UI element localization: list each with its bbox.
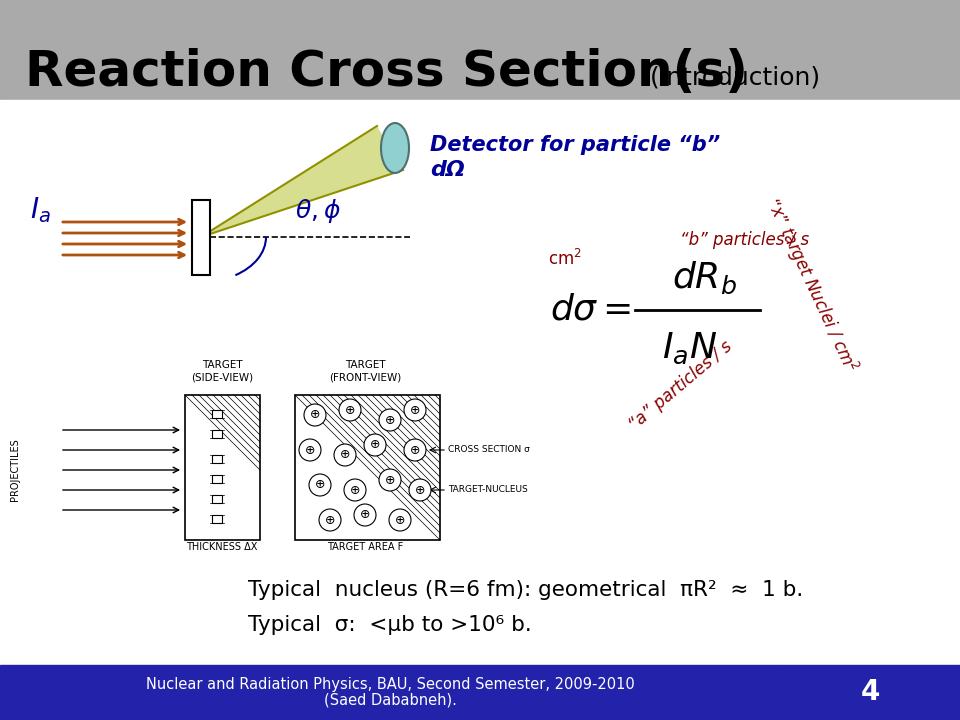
- Text: ⊕: ⊕: [315, 479, 325, 492]
- Text: ⊕: ⊕: [345, 403, 355, 416]
- Bar: [212, 455, 222, 463]
- Bar: [185, 395, 260, 540]
- Text: “x” target Nuclei / cm$^2$: “x” target Nuclei / cm$^2$: [760, 194, 862, 376]
- Polygon shape: [201, 126, 403, 237]
- Text: ⊕: ⊕: [385, 413, 396, 426]
- Ellipse shape: [381, 123, 409, 173]
- Circle shape: [299, 439, 321, 461]
- Text: (Saed Dababneh).: (Saed Dababneh).: [324, 693, 456, 708]
- Bar: [212, 430, 222, 438]
- Text: ⊕: ⊕: [310, 408, 321, 421]
- Text: $\mathit{I}_a$: $\mathit{I}_a$: [30, 195, 51, 225]
- Text: ⊕: ⊕: [395, 513, 405, 526]
- Bar: [212, 495, 222, 503]
- Text: ⊕: ⊕: [349, 484, 360, 497]
- Bar: [212, 475, 222, 483]
- Text: (Introduction): (Introduction): [650, 66, 821, 90]
- Text: TARGET-NUCLEUS: TARGET-NUCLEUS: [448, 485, 528, 495]
- Text: ⊕: ⊕: [410, 403, 420, 416]
- Bar: [192, 200, 210, 275]
- Circle shape: [404, 399, 426, 421]
- Text: ⊕: ⊕: [360, 508, 371, 521]
- Circle shape: [379, 469, 401, 491]
- Text: “a” particles / s: “a” particles / s: [625, 338, 735, 434]
- Circle shape: [309, 474, 331, 496]
- Text: ⊕: ⊕: [385, 474, 396, 487]
- Circle shape: [319, 509, 341, 531]
- Text: TARGET AREA F: TARGET AREA F: [326, 542, 403, 552]
- Text: Typical  nucleus (R=6 fm): geometrical  πR²  ≈  1 b.: Typical nucleus (R=6 fm): geometrical πR…: [248, 580, 804, 600]
- Text: CROSS SECTION σ: CROSS SECTION σ: [448, 446, 530, 454]
- Circle shape: [304, 404, 326, 426]
- Circle shape: [409, 479, 431, 501]
- Text: dΩ: dΩ: [430, 160, 465, 180]
- Text: ⊕: ⊕: [410, 444, 420, 456]
- Text: ⊕: ⊕: [370, 438, 380, 451]
- Text: ⊕: ⊕: [340, 449, 350, 462]
- Bar: [212, 515, 222, 523]
- Text: ⊕: ⊕: [324, 513, 335, 526]
- Circle shape: [344, 479, 366, 501]
- Text: 4: 4: [860, 678, 879, 706]
- Circle shape: [334, 444, 356, 466]
- Text: “b” particles / s: “b” particles / s: [680, 231, 809, 249]
- Text: cm$^2$: cm$^2$: [548, 249, 582, 269]
- Text: TARGET
(FRONT-VIEW): TARGET (FRONT-VIEW): [329, 359, 401, 382]
- Circle shape: [354, 504, 376, 526]
- Text: TARGET
(SIDE-VIEW): TARGET (SIDE-VIEW): [191, 359, 253, 382]
- Text: $\theta,\phi$: $\theta,\phi$: [295, 197, 341, 225]
- Bar: [0, 0, 960, 100]
- Text: Typical  σ:  <μb to >10⁶ b.: Typical σ: <μb to >10⁶ b.: [248, 615, 532, 635]
- Text: Reaction Cross Section(s): Reaction Cross Section(s): [25, 48, 748, 96]
- Circle shape: [379, 409, 401, 431]
- Bar: [295, 395, 440, 540]
- Bar: [0, 100, 960, 665]
- Text: THICKNESS ΔX: THICKNESS ΔX: [186, 542, 257, 552]
- Text: Nuclear and Radiation Physics, BAU, Second Semester, 2009-2010: Nuclear and Radiation Physics, BAU, Seco…: [146, 677, 635, 691]
- Circle shape: [339, 399, 361, 421]
- Circle shape: [389, 509, 411, 531]
- Text: ⊕: ⊕: [415, 484, 425, 497]
- Bar: [0, 665, 780, 720]
- Text: $I_a N$: $I_a N$: [662, 330, 717, 366]
- Text: $dR_b$: $dR_b$: [672, 260, 737, 296]
- Bar: [212, 410, 222, 418]
- Circle shape: [364, 434, 386, 456]
- Circle shape: [404, 439, 426, 461]
- Text: $d\sigma =$: $d\sigma =$: [550, 293, 632, 327]
- Text: Detector for particle “b”: Detector for particle “b”: [430, 135, 720, 155]
- Bar: [780, 665, 960, 720]
- Text: ⊕: ⊕: [304, 444, 315, 456]
- Text: PROJECTILES: PROJECTILES: [10, 438, 20, 501]
